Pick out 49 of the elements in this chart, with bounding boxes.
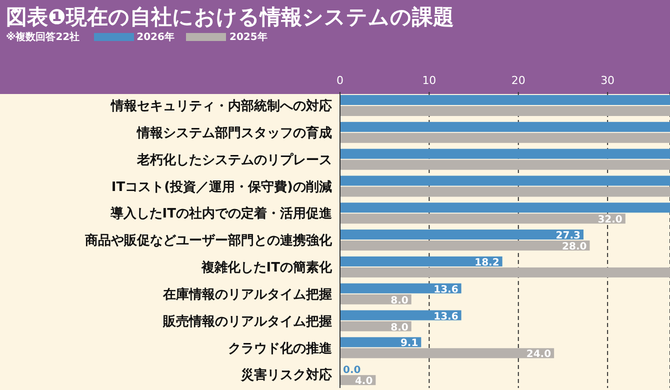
bar — [340, 310, 462, 320]
bar — [340, 160, 670, 170]
x-tick-label: 10 — [422, 74, 436, 87]
data-label: 18.2 — [474, 257, 500, 268]
bar — [340, 186, 670, 197]
y-tick-label: 情報セキュリティ・内部統制への対応 — [110, 98, 332, 114]
bar — [340, 106, 670, 116]
y-tick-label: ITコスト(投資／運用・保守費)の削減 — [111, 178, 332, 195]
data-label: 27.3 — [556, 230, 581, 242]
y-tick-label: 在庫情報のリアルタイム把握 — [162, 286, 332, 302]
bar — [340, 283, 462, 294]
y-tick-label: 老朽化したシステムのリプレース — [136, 152, 332, 168]
y-tick-label: 販売情報のリアルタイム把握 — [162, 313, 332, 330]
bar — [340, 230, 584, 240]
data-label: 9.1 — [400, 338, 418, 350]
data-label: 8.0 — [390, 322, 408, 334]
x-tick-label: 0 — [336, 74, 344, 87]
x-tick-label: 20 — [511, 74, 526, 87]
bar — [340, 256, 502, 266]
y-tick-label: 災害リスク対応 — [240, 367, 332, 384]
data-label: 24.0 — [526, 349, 552, 360]
bar — [340, 267, 670, 278]
bar — [340, 337, 422, 348]
bar — [340, 95, 670, 105]
data-label: 28.0 — [562, 242, 587, 253]
bar — [340, 240, 590, 251]
legend-label: 2026年 — [136, 30, 174, 44]
bar — [340, 122, 670, 132]
y-tick-label: 複雑化したITの簡素化 — [200, 260, 333, 276]
data-label: 32.0 — [598, 214, 622, 226]
data-label: 8.0 — [390, 295, 408, 306]
bar — [340, 348, 554, 358]
bar — [340, 214, 626, 224]
text: ※複数回答22社 — [6, 30, 80, 44]
bar — [340, 148, 670, 159]
y-tick-label: 導入したITの社内での定着・活用促進 — [109, 206, 333, 222]
y-tick-label: 情報システム部門スタッフの育成 — [136, 124, 332, 141]
bar — [340, 202, 670, 213]
data-label: 13.6 — [434, 284, 458, 296]
bar — [340, 132, 670, 143]
data-label: 13.6 — [434, 311, 458, 322]
legend-label: 2025年 — [229, 30, 268, 44]
bar — [340, 176, 670, 186]
y-tick-label: クラウド化の推進 — [228, 341, 333, 356]
data-label: 0.0 — [343, 365, 361, 376]
data-label: 4.0 — [354, 376, 373, 388]
y-tick-label: 商品や販促などユーザー部門との連携強化 — [84, 232, 333, 249]
chart-title: 図表❶現在の自社における情報システムの課題 — [6, 4, 455, 30]
x-tick-label: 30 — [600, 74, 615, 87]
